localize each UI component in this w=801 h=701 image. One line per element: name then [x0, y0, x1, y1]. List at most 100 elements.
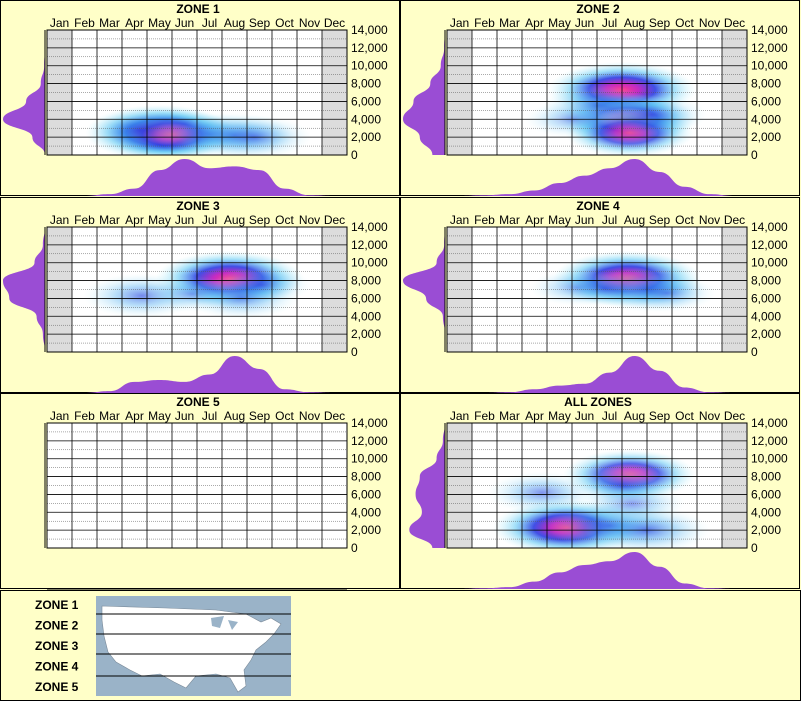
month-label: Oct: [275, 16, 294, 30]
y-tick-label: 6,000: [351, 291, 381, 305]
elevation-profile: [403, 227, 445, 352]
month-label: May: [548, 409, 571, 423]
month-label: Jul: [202, 16, 217, 30]
month-label: Nov: [699, 409, 720, 423]
y-tick-label: 6,000: [351, 94, 381, 108]
y-tick-label: 10,000: [751, 59, 788, 73]
y-tick-label: 2,000: [351, 327, 381, 341]
month-label: Jul: [602, 16, 617, 30]
y-tick-label: 8,000: [751, 77, 781, 91]
density-layer: [85, 104, 312, 155]
month-label: Sep: [249, 213, 271, 227]
elevation-profile: [3, 227, 45, 352]
month-label: Apr: [125, 409, 144, 423]
density-blob: [90, 111, 189, 149]
month-label: Feb: [474, 409, 495, 423]
y-tick-label: 2,000: [751, 130, 781, 144]
month-label: Apr: [125, 213, 144, 227]
greyed-month: [322, 227, 347, 352]
density-layer: [529, 250, 717, 312]
legend-zone-label: ZONE 4: [35, 660, 79, 674]
month-label: Jan: [50, 213, 69, 227]
y-tick-label: 6,000: [751, 94, 781, 108]
density-blob: [197, 115, 312, 155]
y-tick-label: 4,000: [351, 505, 381, 519]
y-tick-label: 12,000: [751, 41, 788, 55]
month-label: Jun: [175, 16, 194, 30]
density-layer: [487, 449, 710, 548]
month-label: Jul: [202, 409, 217, 423]
zone-panel: ZONE 2 Jan Feb Mar Apr May Jun Jul Aug Sep Oct Nov D…: [400, 0, 800, 196]
y-tick-label: 10,000: [751, 256, 788, 270]
y-tick-label: 6,000: [351, 487, 381, 501]
zone-panel: ZONE 4 Jan Feb Mar Apr May Jun Jul Aug Sep Oct Nov D…: [400, 197, 800, 393]
month-label: Jan: [50, 16, 69, 30]
month-label: Feb: [74, 409, 95, 423]
greyed-month: [722, 30, 747, 155]
density-blob: [597, 93, 707, 136]
y-tick-label: 8,000: [351, 470, 381, 484]
month-label: Dec: [324, 16, 345, 30]
month-label: May: [548, 213, 571, 227]
month-label: Sep: [249, 16, 271, 30]
y-tick-label: 10,000: [351, 59, 388, 73]
y-tick-label: 12,000: [351, 238, 388, 252]
map-land: [101, 605, 282, 693]
panel-title: ZONE 5: [176, 395, 220, 409]
month-label: Apr: [525, 213, 544, 227]
plot-frame: [46, 226, 348, 353]
plot-frame: [446, 226, 748, 353]
plot-frame: [46, 422, 348, 549]
y-tick-label: 2,000: [751, 327, 781, 341]
y-tick-label: 2,000: [351, 523, 381, 537]
elevation-profile: [409, 423, 445, 548]
month-label: Apr: [525, 16, 544, 30]
month-label: Mar: [99, 409, 120, 423]
month-label: Sep: [649, 409, 671, 423]
month-label: Dec: [724, 409, 745, 423]
month-label: Aug: [624, 213, 645, 227]
y-tick-label: 12,000: [751, 238, 788, 252]
month-label: Jun: [575, 213, 594, 227]
month-profile: [47, 159, 347, 196]
month-label: Mar: [499, 16, 520, 30]
month-label: Feb: [474, 16, 495, 30]
y-tick-label: 14,000: [751, 23, 788, 37]
y-tick-label: 0: [751, 148, 758, 162]
y-tick-label: 10,000: [351, 452, 388, 466]
month-label: May: [148, 16, 171, 30]
zone-panel: ZONE 3 Jan Feb Mar Apr May Jun Jul Aug Sep Oct Nov D…: [0, 197, 400, 393]
plot-frame: [46, 29, 348, 156]
greyed-month: [722, 423, 747, 548]
y-tick-label: 8,000: [351, 274, 381, 288]
plot-frame: [446, 422, 748, 549]
month-label: Feb: [74, 16, 95, 30]
month-label: Jul: [202, 213, 217, 227]
density-blob: [617, 274, 717, 312]
month-label: Mar: [99, 16, 120, 30]
month-label: May: [148, 213, 171, 227]
y-tick-label: 14,000: [751, 416, 788, 430]
plot-frame: [446, 29, 748, 156]
month-profile: [447, 356, 747, 393]
month-label: Aug: [624, 16, 645, 30]
month-label: Sep: [249, 409, 271, 423]
y-tick-label: 12,000: [351, 434, 388, 448]
month-label: Nov: [299, 213, 320, 227]
month-label: Nov: [699, 16, 720, 30]
y-tick-label: 0: [351, 148, 358, 162]
month-label: Jun: [575, 16, 594, 30]
us-map: [96, 596, 291, 696]
y-tick-label: 4,000: [751, 309, 781, 323]
panel-title: ZONE 3: [176, 199, 220, 213]
panel-title: ALL ZONES: [564, 395, 632, 409]
month-label: Jun: [575, 409, 594, 423]
month-profile: [447, 552, 747, 589]
legend-zone-label: ZONE 2: [35, 619, 79, 633]
month-label: May: [148, 409, 171, 423]
month-label: Dec: [324, 213, 345, 227]
month-label: Apr: [125, 16, 144, 30]
density-blob: [212, 266, 312, 304]
